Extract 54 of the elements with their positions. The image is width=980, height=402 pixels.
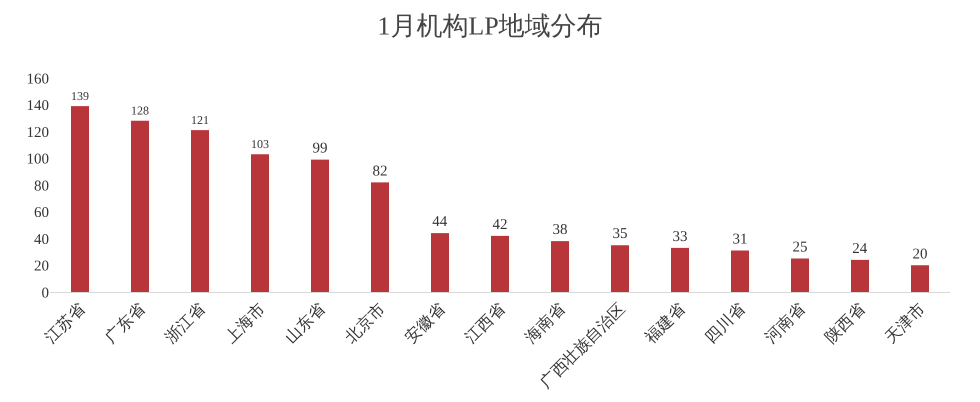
bar <box>371 182 389 292</box>
data-label: 99 <box>312 140 328 157</box>
y-tick-label: 140 <box>26 98 49 114</box>
x-tick-label: 陕西省 <box>822 300 868 347</box>
bar <box>791 258 809 292</box>
x-tick-label: 江苏省 <box>42 300 88 347</box>
x-tick-label: 浙江省 <box>162 300 208 347</box>
x-tick-label: 四川省 <box>702 300 748 347</box>
x-tick-label: 河南省 <box>762 300 808 347</box>
bar <box>731 250 749 292</box>
bar <box>431 233 449 292</box>
x-tick-label: 上海市 <box>222 300 268 347</box>
x-tick-label: 广东省 <box>102 300 148 347</box>
bar <box>311 160 329 292</box>
bar <box>911 265 929 292</box>
data-label: 82 <box>372 163 388 180</box>
chart-title: 1月机构LP地域分布 <box>377 11 603 40</box>
x-tick-label: 江西省 <box>462 300 508 347</box>
y-tick-label: 20 <box>34 258 49 274</box>
bar <box>191 130 209 292</box>
bar <box>131 120 149 292</box>
bar <box>611 245 629 292</box>
bar <box>671 248 689 292</box>
data-label: 35 <box>612 226 628 242</box>
data-label: 42 <box>492 216 508 233</box>
x-tick-label: 北京市 <box>342 300 388 347</box>
bar <box>251 154 269 292</box>
data-label: 31 <box>732 232 748 248</box>
bar <box>851 260 869 292</box>
bar <box>491 236 509 292</box>
x-tick-label: 海南省 <box>522 300 568 347</box>
data-label: 128 <box>131 104 149 118</box>
y-tick-label: 160 <box>26 71 49 88</box>
x-tick-label: 山东省 <box>282 300 328 347</box>
x-tick-label: 福建省 <box>642 300 688 347</box>
data-label: 103 <box>251 137 269 152</box>
bar <box>551 241 569 292</box>
y-tick-label: 120 <box>26 124 49 141</box>
data-label: 33 <box>672 228 688 245</box>
bar <box>71 106 89 292</box>
y-tick-label: 80 <box>34 178 49 194</box>
y-tick-label: 60 <box>34 205 49 221</box>
y-tick-label: 100 <box>26 152 49 168</box>
data-label: 121 <box>191 112 209 127</box>
y-tick-label: 0 <box>42 285 49 302</box>
data-label: 139 <box>71 88 89 103</box>
data-label: 25 <box>792 240 808 256</box>
y-tick-label: 40 <box>34 232 49 248</box>
x-tick-label: 安徽省 <box>402 300 448 347</box>
data-label: 38 <box>552 222 568 238</box>
data-label: 24 <box>852 240 868 257</box>
x-tick-label: 天津市 <box>882 300 928 347</box>
data-label: 44 <box>432 214 448 230</box>
data-label: 20 <box>912 246 928 262</box>
